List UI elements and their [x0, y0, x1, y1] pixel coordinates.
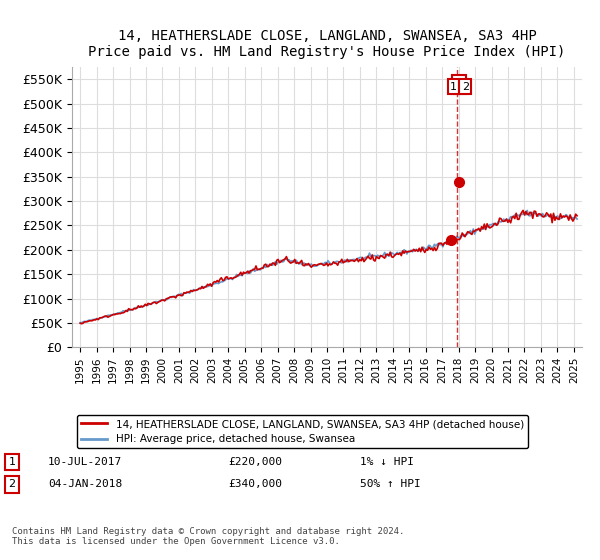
Text: £340,000: £340,000 — [228, 479, 282, 489]
Legend: 14, HEATHERSLADE CLOSE, LANGLAND, SWANSEA, SA3 4HP (detached house), HPI: Averag: 14, HEATHERSLADE CLOSE, LANGLAND, SWANSE… — [77, 415, 528, 449]
Text: 50% ↑ HPI: 50% ↑ HPI — [360, 479, 421, 489]
Text: 2: 2 — [8, 479, 16, 489]
Text: 1% ↓ HPI: 1% ↓ HPI — [360, 457, 414, 467]
Text: £220,000: £220,000 — [228, 457, 282, 467]
Text: 2: 2 — [461, 82, 469, 92]
Text: 1: 1 — [455, 78, 463, 91]
Text: 04-JAN-2018: 04-JAN-2018 — [48, 479, 122, 489]
Text: 10-JUL-2017: 10-JUL-2017 — [48, 457, 122, 467]
Text: 1: 1 — [8, 457, 16, 467]
Title: 14, HEATHERSLADE CLOSE, LANGLAND, SWANSEA, SA3 4HP
Price paid vs. HM Land Regist: 14, HEATHERSLADE CLOSE, LANGLAND, SWANSE… — [88, 29, 566, 59]
Text: 1: 1 — [450, 82, 457, 92]
Text: Contains HM Land Registry data © Crown copyright and database right 2024.
This d: Contains HM Land Registry data © Crown c… — [12, 526, 404, 546]
